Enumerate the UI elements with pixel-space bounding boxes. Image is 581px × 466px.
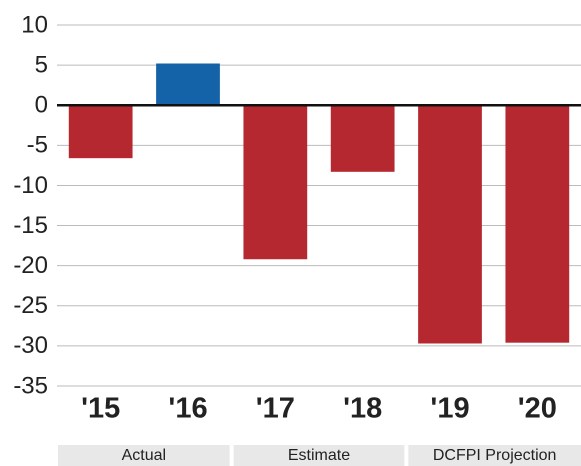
x-tick-label: '15 [81,393,120,425]
y-tick-label: 5 [35,51,48,78]
y-tick-label: -35 [13,372,48,399]
group-box [58,445,230,466]
x-tick-label: '19 [430,393,469,425]
y-tick-label: -10 [13,172,48,199]
group-box [408,445,581,466]
y-tick-label: -15 [13,212,48,239]
bar [156,63,220,106]
x-tick-label: '16 [168,393,207,425]
group-box [233,445,405,466]
y-tick-label: -5 [27,132,48,159]
bar [243,105,308,260]
group-label: Actual [122,447,166,464]
bar [505,105,570,343]
y-tick-label: -25 [13,292,48,319]
bar [68,105,133,159]
y-tick-label: -20 [13,252,48,279]
bar [418,105,482,344]
x-tick-label: '17 [256,393,295,425]
y-tick-label: -30 [13,332,48,359]
group-label: Estimate [288,447,350,464]
y-tick-label: 10 [21,11,48,38]
x-tick-label: '18 [343,393,382,425]
x-tick-label: '20 [518,393,557,425]
bar [330,105,395,172]
group-label: DCFPI Projection [433,447,557,464]
y-tick-label: 0 [35,92,48,119]
